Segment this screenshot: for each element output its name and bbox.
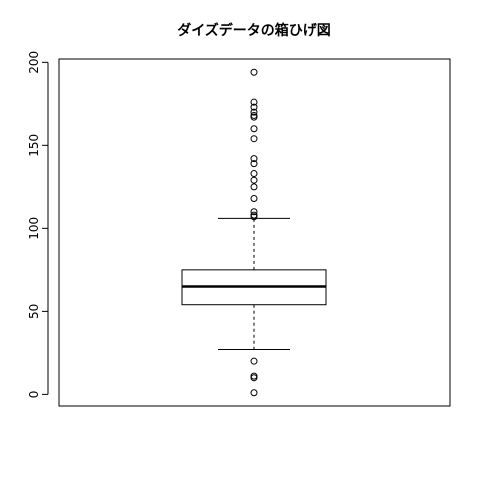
outlier-point-2 <box>250 103 258 111</box>
outlier-point-19 <box>250 374 258 382</box>
y-tick-label-150: 150 <box>27 134 41 157</box>
outlier-point-8 <box>250 155 258 163</box>
outlier-point-0 <box>250 68 258 76</box>
outlier-point-11 <box>250 176 258 184</box>
outlier-point-1 <box>250 98 258 106</box>
outlier-point-14 <box>250 208 258 216</box>
outlier-point-17 <box>250 357 258 365</box>
outliers <box>250 68 258 397</box>
outlier-point-3 <box>250 108 258 116</box>
outlier-point-6 <box>250 125 258 133</box>
outlier-point-12 <box>250 183 258 191</box>
outlier-point-5 <box>250 113 258 121</box>
outlier-point-7 <box>250 135 258 143</box>
y-tick-label-0: 0 <box>27 391 41 399</box>
y-tick-label-200: 200 <box>27 51 41 74</box>
outlier-point-13 <box>250 194 258 202</box>
y-tick-label-50: 50 <box>27 304 41 319</box>
y-tick-label-100: 100 <box>27 217 41 240</box>
y-axis: 0 50 100 150 200 <box>27 51 48 398</box>
outlier-point-9 <box>250 160 258 168</box>
chart-title: ダイズデータの箱ひげ図 <box>177 22 331 39</box>
outlier-point-16 <box>250 213 258 221</box>
outlier-point-20 <box>250 389 258 397</box>
plot-frame <box>58 58 451 407</box>
box-plot <box>181 217 327 351</box>
outlier-point-10 <box>250 170 258 178</box>
